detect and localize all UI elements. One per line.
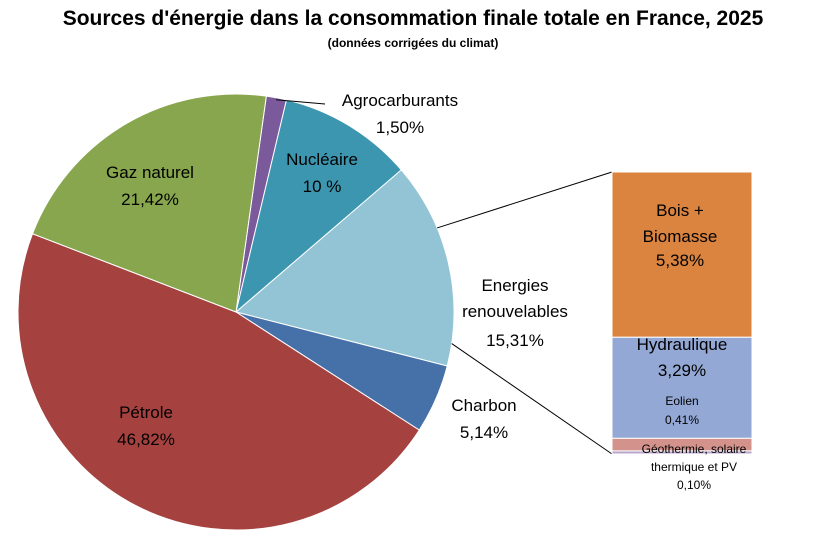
breakdown-segment-bois-biomasse bbox=[611, 171, 753, 338]
pie-slice-petrole bbox=[17, 233, 420, 531]
breakdown-value-bois-biomasse: 5,38% bbox=[656, 251, 704, 270]
breakdown-connectors bbox=[436, 171, 613, 455]
slice-label-energies-renouvelables: Energies renouvelables bbox=[462, 276, 568, 321]
slice-labels: Agrocarburants 1,50% Nucléaire 10 % Energies… bbox=[106, 91, 568, 449]
connector-line-bottom bbox=[451, 343, 613, 455]
breakdown-value-eolien: 0,41% bbox=[665, 413, 699, 427]
pie-slice-nucleaire bbox=[235, 99, 403, 314]
slice-value-energies-renouvelables: 15,31% bbox=[486, 331, 544, 350]
leader-line-agrocarburants bbox=[276, 99, 326, 105]
slice-label-gaz-naturel: Gaz naturel bbox=[106, 163, 194, 182]
slice-value-petrole: 46,82% bbox=[117, 430, 175, 449]
breakdown-label-eolien: Eolien bbox=[665, 394, 698, 408]
slice-label-petrole: Pétrole bbox=[119, 403, 173, 422]
breakdown-value-geothermie-solaire-thermique-et-pv: 0,10% bbox=[677, 478, 711, 492]
breakdown-label-geothermie-solaire-thermique-et-pv: Géothermie, solaire thermique et PV bbox=[642, 442, 747, 474]
connector-line-top bbox=[436, 171, 613, 229]
breakdown-label-hydraulique: Hydraulique bbox=[637, 335, 728, 354]
breakdown-segment-geothermie-solaire-thermique-et-pv bbox=[611, 450, 753, 455]
slice-value-gaz-naturel: 21,42% bbox=[121, 190, 179, 209]
pie-slices bbox=[17, 93, 455, 531]
breakdown-segment-hydraulique bbox=[611, 336, 753, 439]
breakdown-value-hydraulique: 3,29% bbox=[658, 361, 706, 380]
slice-label-agrocarburants: Agrocarburants bbox=[342, 91, 458, 110]
pie-slice-energies-renouvelables bbox=[234, 169, 455, 367]
breakdown-bar: Bois + Biomasse 5,38% Hydraulique 3,29% Eolie… bbox=[611, 171, 753, 492]
breakdown-label-bois-biomasse: Bois + Biomasse bbox=[643, 201, 718, 246]
slice-value-agrocarburants: 1,50% bbox=[376, 118, 424, 137]
slice-label-charbon: Charbon bbox=[451, 396, 516, 415]
chart-title: Sources d'énergie dans la consommation f… bbox=[63, 7, 764, 30]
slice-value-charbon: 5,14% bbox=[460, 423, 508, 442]
chart-subtitle: (données corrigées du climat) bbox=[328, 36, 499, 50]
slice-value-nucleaire: 10 % bbox=[303, 177, 342, 196]
slice-label-nucleaire: Nucléaire bbox=[286, 150, 358, 169]
pie-slice-gaz-naturel bbox=[31, 93, 267, 313]
